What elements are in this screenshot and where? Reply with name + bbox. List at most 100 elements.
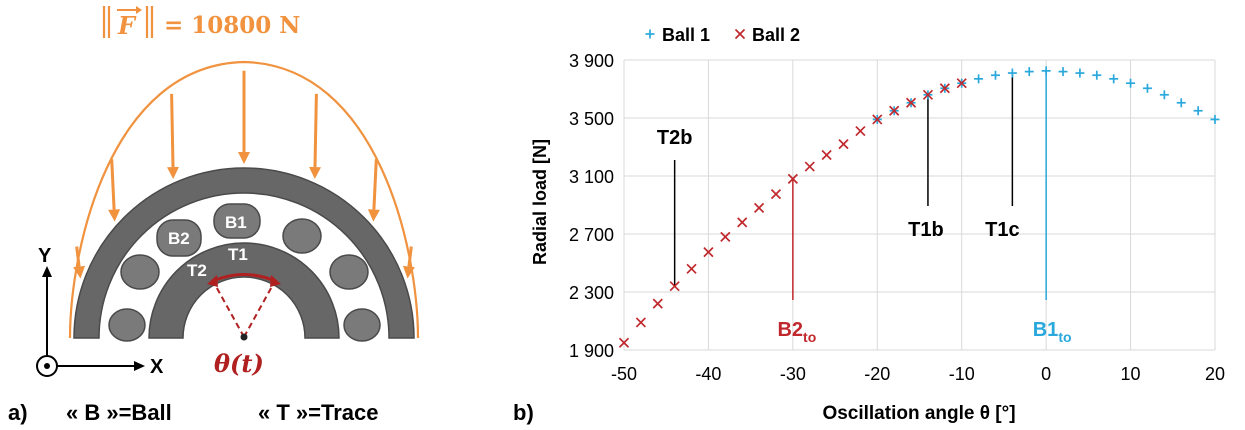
y-tick-label: 3 500 [569, 109, 614, 129]
load-arrow-head [403, 265, 415, 279]
ball-1-point [1193, 106, 1203, 116]
ball-1-point [1109, 74, 1119, 84]
load-arrow [170, 93, 175, 168]
legend-marker-ball-1 [645, 29, 655, 39]
x-axis-label: Oscillation angle θ [°] [822, 403, 1015, 424]
annotation-label: T1c [985, 219, 1019, 241]
annotations: T2b B2to T1b T1c B1to [657, 70, 1072, 345]
caption-ball: « B »=Ball [66, 400, 172, 425]
rollers [108, 203, 381, 342]
angle-ray-left [212, 280, 245, 338]
ball-2-point [635, 317, 646, 328]
roller [329, 254, 369, 290]
grid [623, 59, 1216, 351]
y-tick-label: 1 900 [569, 341, 614, 361]
ball-2-point [956, 78, 967, 89]
x-tick-label: -10 [949, 364, 975, 384]
ball-2-point [753, 202, 765, 214]
force-title: F = 10800 N [102, 6, 300, 40]
ball-1-point [1142, 83, 1152, 93]
legend: Ball 1 Ball 2 [645, 25, 800, 45]
roller [282, 218, 322, 254]
ball-2-point [855, 125, 866, 137]
ball-2-point [922, 89, 934, 100]
ball-2-point [821, 149, 832, 161]
load-arrow-head [367, 209, 380, 222]
panel-a: F = 10800 N B2 B1 T2 T1 [8, 6, 420, 425]
z-axis-dot [44, 363, 50, 369]
ball-1-point [1176, 98, 1186, 108]
legend-marker-ball-2 [734, 28, 746, 40]
load-arrow [75, 246, 81, 267]
ball-2-point [787, 173, 798, 185]
load-envelope [68, 60, 420, 339]
panel-a-letter: a) [8, 400, 28, 425]
ball-1-point [1159, 90, 1169, 100]
panel-b: b) 1 900 2 300 2 700 3 100 3 500 3 900 -50 -40 -… [513, 25, 1225, 425]
ball-1-point [1126, 78, 1136, 88]
ball-1-point [1058, 67, 1068, 77]
annotation-label: B1to [1033, 319, 1072, 345]
roller [108, 308, 146, 342]
vector-arrow-head [136, 6, 142, 14]
roller [343, 308, 381, 342]
force-symbol: F [117, 11, 137, 40]
y-axis-label: Radial load [N] [530, 139, 550, 265]
angle-ray-right [243, 280, 276, 338]
ball-label-b1: B1 [225, 213, 247, 232]
ball-1-point [974, 74, 984, 84]
y-tick-label: 2 700 [569, 225, 614, 245]
ball-2-point [770, 189, 782, 200]
load-arrow [110, 159, 116, 210]
load-arrows [73, 70, 415, 279]
ball-2-point [652, 298, 663, 309]
ball-2-point [720, 231, 731, 243]
ball-2-point [889, 105, 900, 116]
y-axis-arrow [42, 266, 52, 277]
ball-2-point [939, 83, 950, 94]
x-tick-label: 10 [1121, 364, 1141, 384]
legend-label: Ball 1 [662, 25, 710, 45]
ball-2-point [838, 138, 849, 150]
trace-label-t2: T2 [187, 261, 207, 280]
ball-1-point [1024, 67, 1034, 77]
load-arrow [407, 246, 413, 267]
force-value: = 10800 N [164, 12, 300, 39]
caption-trace: « T »=Trace [258, 400, 378, 425]
radial-load-chart: 1 900 2 300 2 700 3 100 3 500 3 900 -50 -40 -30 -… [530, 25, 1225, 424]
x-axis-arrow [134, 361, 145, 371]
x-tick-label: -50 [611, 364, 637, 384]
ball-1-point [1210, 114, 1220, 124]
ball-1-point [1041, 66, 1051, 76]
axis-x-label: X [150, 356, 164, 378]
outer-ring [73, 167, 415, 339]
ball-2-point [686, 263, 697, 274]
load-arrow-head [167, 166, 179, 179]
coordinate-axes: Y X [36, 245, 164, 378]
theta-label: θ(t) [214, 349, 264, 378]
annotation-label: T1b [908, 219, 944, 241]
ball-2-point [872, 114, 883, 125]
ball-b1 [213, 203, 261, 239]
ball-2-point [618, 337, 630, 348]
load-arrow-head [73, 265, 85, 279]
y-tick-label: 3 100 [569, 167, 614, 187]
ball-label-b2: B2 [168, 229, 190, 248]
annotation-label: B2to [777, 319, 816, 345]
ball-1-point [1075, 68, 1085, 78]
load-arrow-head [108, 209, 121, 222]
data-points [618, 66, 1220, 348]
x-tick-label: 20 [1205, 364, 1225, 384]
ball-2-point [737, 217, 748, 228]
y-tick-label: 2 300 [569, 283, 614, 303]
ball-1-point [1007, 68, 1017, 78]
x-tick-label: -30 [780, 364, 806, 384]
trace-label-t1: T1 [228, 245, 248, 264]
ball-2-point [669, 281, 680, 292]
ball-1-point [1092, 70, 1102, 80]
load-arrow [372, 159, 378, 210]
x-tick-label: 0 [1041, 364, 1051, 384]
ball-1-point [990, 70, 1000, 80]
panel-b-letter: b) [513, 400, 534, 425]
load-arrow-head [238, 152, 250, 164]
